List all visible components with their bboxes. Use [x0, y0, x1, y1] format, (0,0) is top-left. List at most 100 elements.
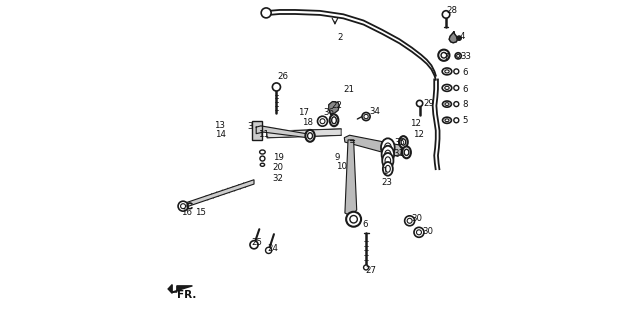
Circle shape	[273, 83, 280, 91]
Text: 5: 5	[462, 116, 468, 125]
Polygon shape	[187, 180, 254, 207]
Ellipse shape	[381, 146, 394, 163]
Polygon shape	[168, 284, 172, 293]
Circle shape	[454, 69, 459, 74]
Text: 26: 26	[277, 72, 288, 81]
Ellipse shape	[445, 86, 449, 89]
Text: FR.: FR.	[177, 290, 197, 300]
Circle shape	[362, 112, 370, 121]
Text: 33: 33	[461, 52, 472, 61]
Ellipse shape	[385, 143, 391, 152]
Text: 11: 11	[259, 130, 269, 139]
Polygon shape	[172, 286, 193, 292]
Circle shape	[454, 118, 459, 123]
Text: 8: 8	[462, 100, 468, 109]
Text: 22: 22	[331, 101, 342, 110]
Text: 17: 17	[298, 108, 309, 117]
Ellipse shape	[382, 153, 394, 169]
Ellipse shape	[385, 157, 390, 165]
Circle shape	[456, 54, 460, 57]
Circle shape	[364, 265, 369, 270]
Ellipse shape	[445, 103, 449, 106]
Ellipse shape	[399, 136, 408, 148]
Circle shape	[364, 114, 368, 119]
Text: 12: 12	[413, 130, 424, 139]
Circle shape	[407, 218, 412, 223]
Ellipse shape	[385, 150, 391, 159]
Bar	[252, 121, 262, 140]
Text: 30: 30	[412, 214, 423, 223]
Circle shape	[417, 230, 422, 235]
Circle shape	[441, 52, 447, 58]
Text: 27: 27	[365, 266, 376, 275]
Circle shape	[454, 102, 459, 106]
Polygon shape	[256, 126, 308, 138]
Circle shape	[317, 116, 328, 126]
Circle shape	[442, 11, 450, 18]
Polygon shape	[345, 140, 356, 216]
Circle shape	[178, 201, 188, 211]
Ellipse shape	[381, 138, 395, 157]
Text: 36: 36	[323, 108, 334, 117]
Circle shape	[346, 212, 361, 227]
Polygon shape	[329, 102, 339, 114]
Circle shape	[350, 215, 357, 223]
Ellipse shape	[260, 150, 265, 154]
Text: 13: 13	[214, 122, 225, 130]
Text: 4: 4	[460, 32, 465, 41]
Text: 30: 30	[422, 227, 433, 236]
Circle shape	[417, 100, 422, 106]
Text: 6: 6	[462, 68, 468, 78]
Text: 7: 7	[443, 53, 449, 62]
Text: 32: 32	[273, 174, 284, 183]
Ellipse shape	[385, 165, 390, 172]
Ellipse shape	[404, 149, 409, 155]
Circle shape	[266, 247, 272, 253]
Circle shape	[261, 8, 271, 18]
Ellipse shape	[383, 162, 393, 176]
Text: 24: 24	[267, 244, 278, 253]
Ellipse shape	[305, 130, 315, 142]
Ellipse shape	[402, 146, 411, 158]
Text: 23: 23	[381, 178, 392, 187]
Text: 10: 10	[335, 162, 347, 171]
Circle shape	[404, 216, 415, 226]
Text: 3: 3	[248, 122, 253, 131]
Circle shape	[455, 53, 461, 59]
Ellipse shape	[260, 163, 264, 166]
Ellipse shape	[442, 68, 452, 75]
Circle shape	[457, 36, 461, 40]
Text: 28: 28	[446, 6, 457, 15]
Text: 6: 6	[362, 220, 367, 229]
Text: 1: 1	[382, 166, 388, 176]
Text: 18: 18	[302, 118, 313, 127]
Text: 9: 9	[335, 153, 340, 161]
Text: 29: 29	[423, 99, 434, 108]
Ellipse shape	[330, 114, 339, 126]
Text: 20: 20	[273, 163, 284, 172]
Text: 15: 15	[195, 208, 206, 217]
Text: 12: 12	[410, 119, 421, 128]
Ellipse shape	[442, 101, 451, 107]
Polygon shape	[344, 135, 401, 156]
Text: 35: 35	[394, 138, 405, 147]
Circle shape	[250, 241, 258, 249]
Circle shape	[454, 85, 459, 90]
Polygon shape	[267, 129, 341, 138]
Text: 16: 16	[180, 208, 191, 217]
Text: 2: 2	[337, 33, 342, 42]
Text: 14: 14	[215, 130, 226, 139]
Text: 34: 34	[370, 107, 381, 116]
Ellipse shape	[442, 117, 451, 123]
Polygon shape	[449, 32, 458, 43]
Ellipse shape	[401, 139, 406, 145]
Ellipse shape	[445, 70, 449, 73]
Text: 21: 21	[343, 85, 355, 94]
Ellipse shape	[442, 84, 452, 91]
Circle shape	[320, 119, 325, 124]
Ellipse shape	[332, 117, 337, 124]
Text: 19: 19	[273, 153, 284, 162]
Circle shape	[414, 227, 424, 237]
Circle shape	[260, 156, 265, 161]
Ellipse shape	[308, 133, 312, 139]
